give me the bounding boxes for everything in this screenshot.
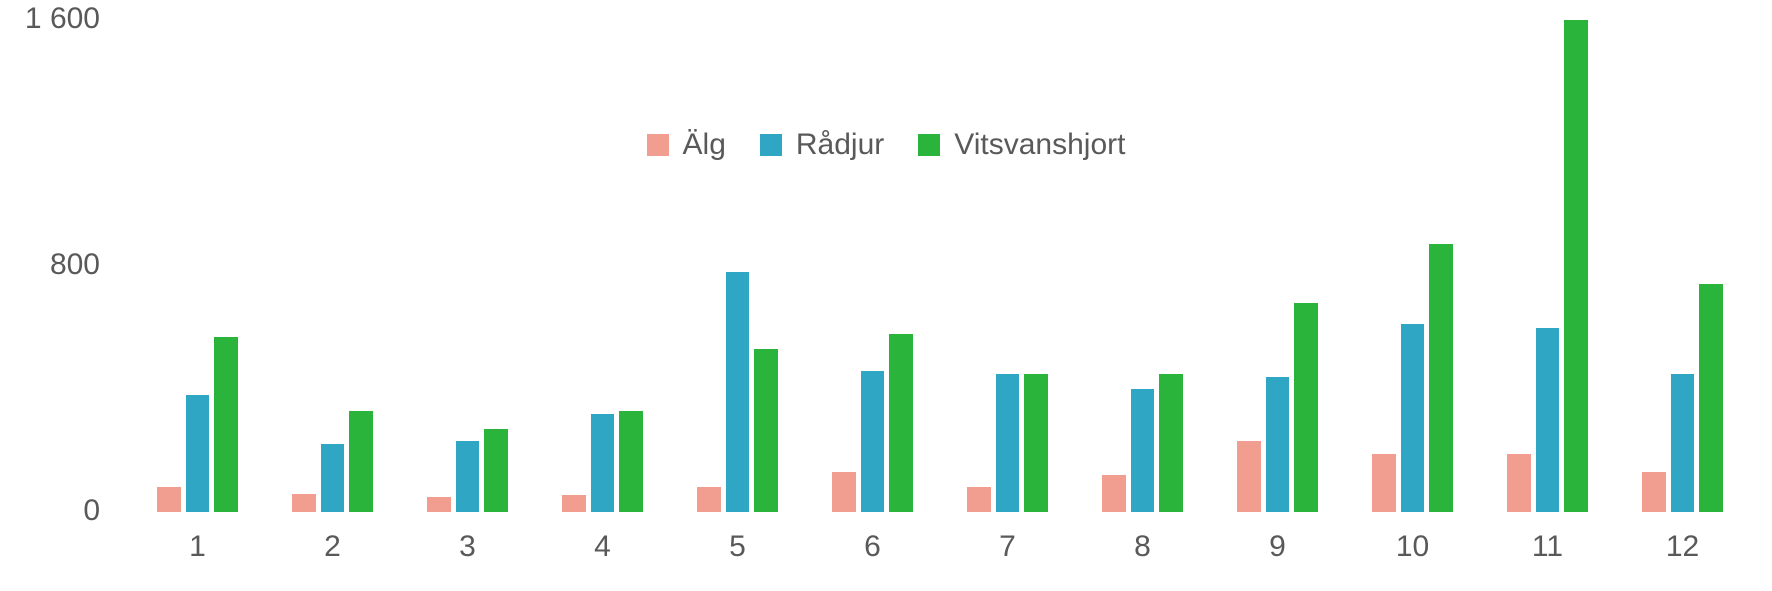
- x-tick-label: 6: [833, 530, 913, 564]
- bar-vitsvan[interactable]: [484, 429, 508, 512]
- bar-radjur[interactable]: [726, 272, 750, 512]
- x-tick-label: 12: [1643, 530, 1723, 564]
- y-tick-label: 800: [0, 248, 100, 282]
- bar-vitsvan[interactable]: [754, 349, 778, 512]
- bar-vitsvan[interactable]: [1699, 284, 1723, 512]
- x-tick-label: 9: [1238, 530, 1318, 564]
- bar-radjur[interactable]: [1536, 328, 1560, 513]
- bar-vitsvan[interactable]: [1429, 244, 1453, 512]
- chart-container: ÄlgRådjurVitsvanshjort 08001 600 1234567…: [0, 0, 1772, 591]
- x-tick-label: 8: [1103, 530, 1183, 564]
- x-tick-label: 3: [428, 530, 508, 564]
- bar-alg[interactable]: [1372, 454, 1396, 512]
- bar-alg[interactable]: [292, 494, 316, 512]
- bar-radjur[interactable]: [1266, 377, 1290, 512]
- bar-alg[interactable]: [562, 495, 586, 512]
- y-tick-label: 1 600: [0, 2, 100, 36]
- bar-vitsvan[interactable]: [1159, 374, 1183, 512]
- bar-alg[interactable]: [1642, 472, 1666, 512]
- bar-alg[interactable]: [967, 487, 991, 512]
- bar-radjur[interactable]: [1671, 374, 1695, 512]
- bar-vitsvan[interactable]: [889, 334, 913, 512]
- bar-radjur[interactable]: [186, 395, 210, 512]
- plot-area: [130, 20, 1750, 512]
- bar-alg[interactable]: [832, 472, 856, 512]
- x-tick-label: 11: [1508, 530, 1588, 564]
- bar-vitsvan[interactable]: [1294, 303, 1318, 512]
- y-tick-label: 0: [0, 494, 100, 528]
- bar-radjur[interactable]: [1131, 389, 1155, 512]
- bar-radjur[interactable]: [1401, 324, 1425, 512]
- bar-vitsvan[interactable]: [214, 337, 238, 512]
- bar-alg[interactable]: [1507, 454, 1531, 512]
- x-tick-label: 4: [563, 530, 643, 564]
- x-tick-label: 1: [158, 530, 238, 564]
- bar-alg[interactable]: [697, 487, 721, 512]
- bar-vitsvan[interactable]: [1024, 374, 1048, 512]
- x-tick-label: 2: [293, 530, 373, 564]
- bar-vitsvan[interactable]: [1564, 20, 1588, 512]
- x-tick-label: 10: [1373, 530, 1453, 564]
- bar-radjur[interactable]: [861, 371, 885, 512]
- bar-radjur[interactable]: [321, 444, 345, 512]
- bar-vitsvan[interactable]: [349, 411, 373, 512]
- x-tick-label: 5: [698, 530, 778, 564]
- bar-alg[interactable]: [1102, 475, 1126, 512]
- bar-alg[interactable]: [427, 497, 451, 512]
- bar-radjur[interactable]: [996, 374, 1020, 512]
- bar-alg[interactable]: [1237, 441, 1261, 512]
- bar-radjur[interactable]: [456, 441, 480, 512]
- bar-radjur[interactable]: [591, 414, 615, 512]
- bar-alg[interactable]: [157, 487, 181, 512]
- x-tick-label: 7: [968, 530, 1048, 564]
- bar-vitsvan[interactable]: [619, 411, 643, 512]
